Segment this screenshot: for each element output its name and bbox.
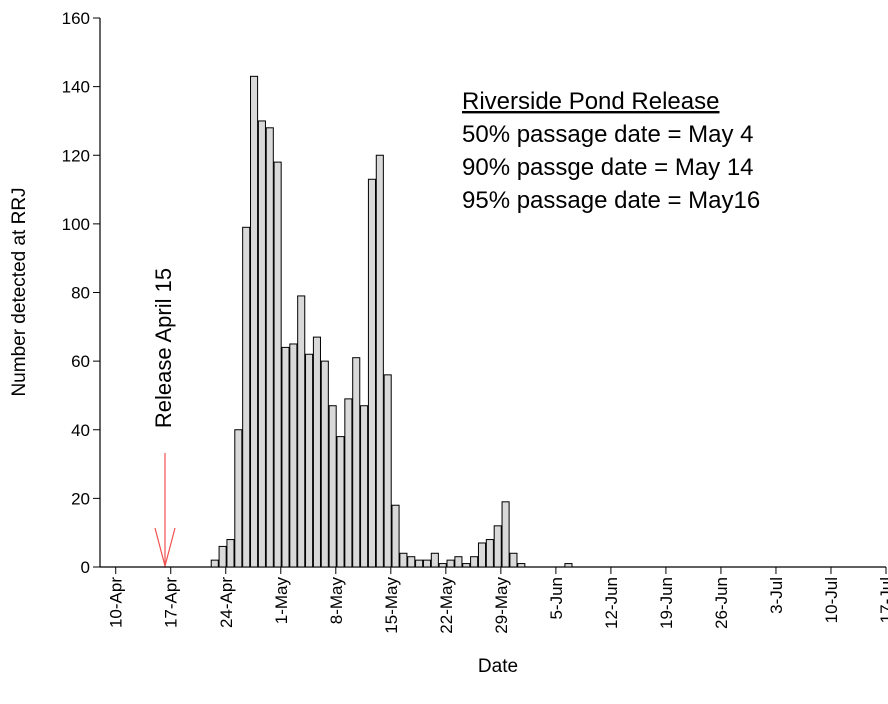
annotation: 50% passage date = May 4 (462, 121, 754, 148)
bar (234, 429, 243, 568)
x-tick-label: 12-Jun (602, 577, 621, 629)
bar (509, 552, 518, 568)
y-tick-label: 60 (71, 352, 90, 371)
bar (210, 559, 219, 568)
y-tick-label: 0 (81, 558, 90, 577)
x-tick-label: 22-May (437, 577, 456, 634)
bar (438, 563, 447, 568)
y-tick-label: 160 (62, 9, 90, 28)
bar (328, 405, 337, 568)
x-tick-label: 19-Jun (657, 577, 676, 629)
x-tick-label: 26-Jun (712, 577, 731, 629)
bar (430, 552, 439, 568)
x-tick-label: 24-Apr (217, 577, 236, 628)
x-tick-label: 29-May (492, 577, 511, 634)
bar (273, 161, 282, 568)
bar (226, 539, 235, 568)
annotation: 95% passage date = May16 (462, 187, 760, 214)
y-tick-label: 80 (71, 284, 90, 303)
x-tick-label: 17-Jul (877, 577, 888, 623)
bar (383, 374, 392, 568)
bar (493, 525, 502, 568)
bar (391, 504, 400, 568)
bar (336, 436, 345, 568)
x-axis-label: Date (478, 656, 518, 677)
bar (462, 563, 471, 568)
bar (367, 178, 376, 568)
y-tick-label: 40 (71, 421, 90, 440)
bar (352, 357, 361, 568)
bar (485, 539, 494, 568)
bar (250, 75, 259, 568)
x-tick-label: 10-Apr (107, 577, 126, 628)
y-tick-label: 20 (71, 489, 90, 508)
bar (422, 559, 432, 568)
bar (281, 346, 290, 568)
y-tick-label: 140 (62, 78, 90, 97)
bar (305, 353, 314, 568)
bar (218, 545, 227, 568)
bar (312, 336, 321, 568)
y-tick-label: 120 (62, 146, 90, 165)
bar (289, 343, 298, 568)
y-tick-label: 100 (62, 215, 90, 234)
annotation: Riverside Pond Release (462, 88, 719, 115)
bar (470, 556, 479, 568)
bar (415, 559, 424, 568)
release-arrowhead (154, 527, 176, 569)
bar (265, 127, 274, 568)
bar (399, 552, 408, 568)
x-tick-label: 3-Jul (767, 577, 786, 614)
bar (517, 563, 526, 568)
x-tick-label: 10-Jul (822, 577, 841, 623)
bar (454, 556, 463, 568)
x-tick-label: 5-Jun (547, 577, 566, 620)
bar (360, 405, 369, 568)
x-tick-label: 15-May (382, 577, 401, 634)
bar (375, 154, 384, 568)
x-tick-label: 17-Apr (162, 577, 181, 628)
bar (564, 563, 573, 568)
release-label: Release April 15 (151, 268, 176, 428)
bar (477, 542, 487, 568)
bar (257, 120, 266, 568)
bar (501, 501, 510, 568)
annotation: 90% passge date = May 14 (462, 154, 754, 181)
bar (297, 295, 306, 568)
x-tick-label: 8-May (327, 577, 346, 625)
bar (446, 559, 455, 568)
y-axis-label: Number detected at RRJ (9, 187, 30, 396)
bar (344, 398, 353, 568)
x-tick-label: 1-May (272, 577, 291, 625)
bar (320, 360, 329, 568)
bar (407, 556, 416, 568)
bar (242, 226, 251, 568)
